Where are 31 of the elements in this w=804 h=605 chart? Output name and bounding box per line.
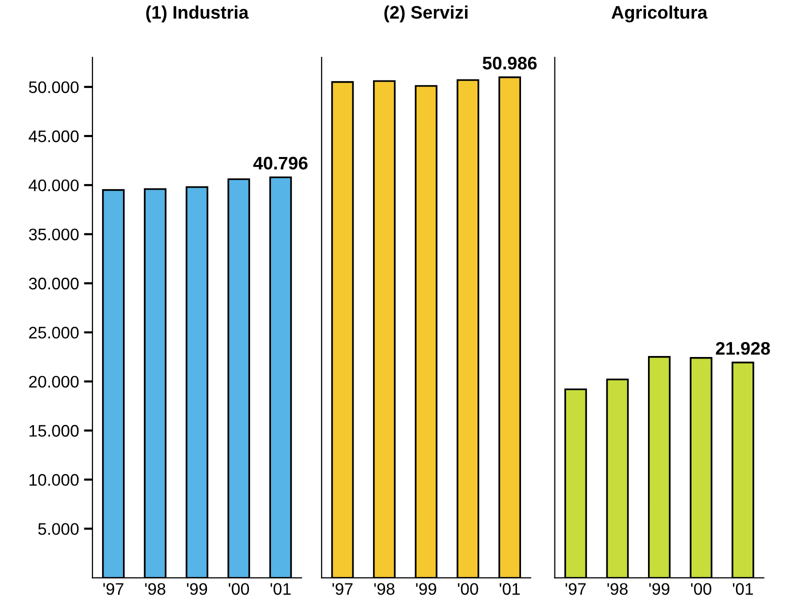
x-tick-label: '97 [103, 583, 124, 595]
x-tick-label: '98 [607, 583, 628, 595]
y-tick-label: 35.000 [28, 228, 79, 240]
y-tick-label: 20.000 [29, 376, 79, 388]
x-tick-label: '00 [691, 583, 712, 595]
x-tick-label: '99 [649, 583, 670, 595]
x-tick-label: '98 [374, 583, 394, 595]
x-tick-label: '00 [228, 583, 249, 595]
x-tick-label: '97 [566, 583, 586, 595]
data-label: 21.928 [716, 342, 770, 355]
y-tick-label: 25.000 [29, 326, 79, 339]
y-tick-label: 15.000 [30, 424, 79, 437]
x-tick-label: '97 [332, 583, 353, 595]
y-tick-label: 40.000 [28, 179, 79, 192]
x-tick-label: '99 [416, 583, 436, 595]
x-tick-label: '01 [732, 583, 753, 595]
y-tick-label: 10.000 [30, 474, 79, 486]
x-tick-label: '01 [270, 583, 291, 595]
x-tick-label: '00 [458, 583, 478, 595]
chart-title: Agricoltura [612, 6, 708, 22]
x-tick-label: '99 [186, 583, 208, 595]
y-tick-label: 45.000 [28, 130, 79, 142]
y-tick-label: 5.000 [38, 523, 79, 535]
y-tick-label: 50.000 [28, 81, 79, 94]
data-label: 40.796 [253, 156, 308, 170]
chart-title: (2) Servizi [384, 6, 468, 22]
chart-title: (1) Industria [146, 6, 249, 22]
x-tick-label: '98 [145, 583, 166, 595]
x-tick-label: '01 [500, 583, 520, 595]
y-tick-label: 30.000 [28, 278, 79, 290]
data-label: 50.986 [482, 56, 537, 70]
